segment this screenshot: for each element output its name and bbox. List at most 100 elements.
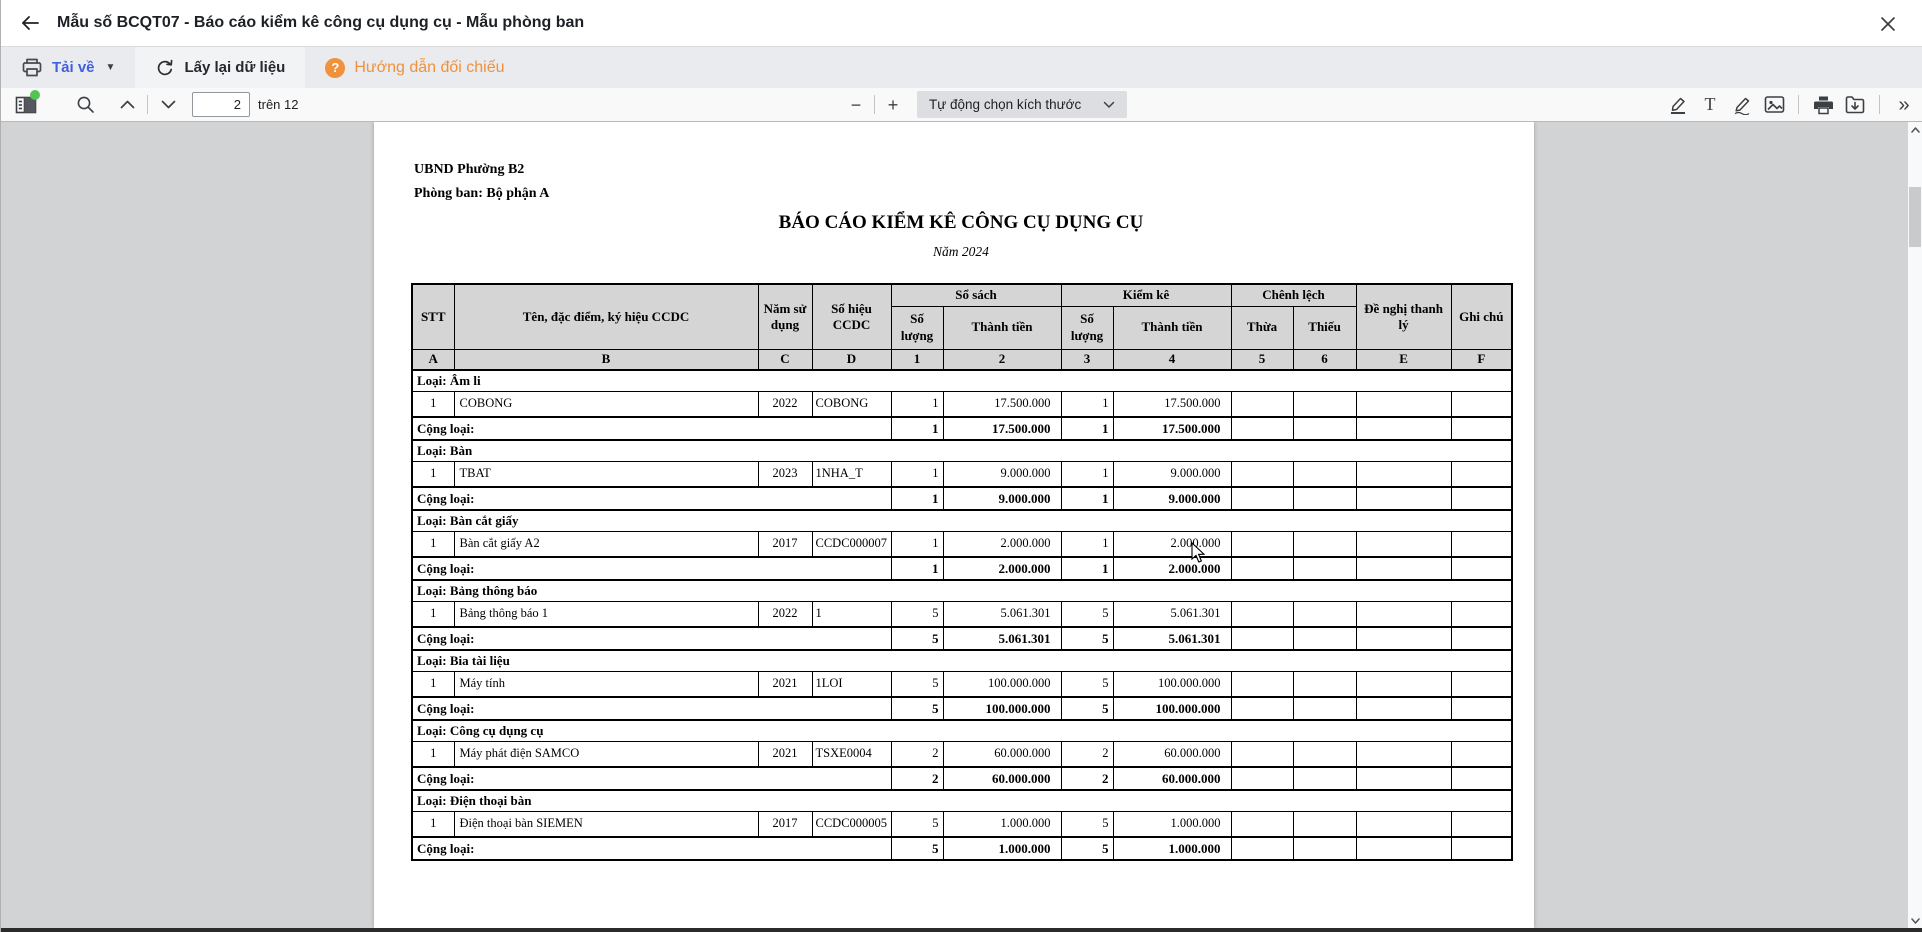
cell-amount-book: 17.500.000 — [942, 390, 1062, 418]
add-image-button[interactable] — [1760, 92, 1788, 118]
cell-qty-inventory: 5 — [1060, 670, 1114, 698]
total-liquidation — [1355, 626, 1452, 651]
item-row: 1 Điện thoại bàn SIEMEN 2017 CCDC000005 5 1.0… — [411, 810, 1513, 838]
total-liquidation — [1355, 486, 1452, 511]
refresh-data-button[interactable]: Lấy lại dữ liệu — [135, 47, 306, 88]
zoom-fit-select[interactable]: Tự động chọn kích thước — [917, 91, 1128, 118]
zoom-in-button[interactable]: + — [887, 94, 899, 115]
zoom-out-button[interactable]: − — [850, 94, 862, 115]
cell-shortage — [1292, 390, 1357, 418]
col-letter: 4 — [1112, 348, 1232, 371]
text-tool-button[interactable]: T — [1696, 92, 1724, 118]
cell-qty-book: 5 — [890, 810, 944, 838]
total-amount-inventory: 9.000.000 — [1112, 486, 1232, 511]
total-liquidation — [1355, 556, 1452, 581]
cell-shortage — [1292, 600, 1357, 628]
download-button[interactable]: Tải về ▼ — [1, 47, 135, 88]
scroll-down-button[interactable] — [1908, 913, 1922, 928]
total-qty-book: 5 — [890, 626, 944, 651]
refresh-icon — [158, 59, 173, 75]
cell-qty-book: 2 — [890, 740, 944, 768]
report-title: BÁO CÁO KIỂM KÊ CÔNG CỤ DỤNG CỤ — [778, 212, 1144, 233]
item-row: 1 Bảng thông báo 1 2022 1 5 5.061.301 5 5.061.3… — [411, 600, 1513, 628]
col-header-qty-book: Số lượng — [890, 305, 944, 350]
print-button[interactable] — [1809, 92, 1837, 118]
back-button[interactable] — [13, 6, 47, 40]
cell-surplus — [1230, 810, 1294, 838]
cell-shortage — [1292, 670, 1357, 698]
total-qty-inventory: 5 — [1060, 836, 1114, 861]
col-group-inventory: Kiểm kê — [1060, 283, 1232, 307]
search-button[interactable] — [71, 92, 99, 118]
more-tools-button[interactable]: » — [1890, 92, 1918, 118]
cell-year: 2022 — [757, 390, 813, 418]
cell-surplus — [1230, 740, 1294, 768]
toolbar-divider — [147, 95, 148, 114]
org-name: UBND Phường B2 — [414, 162, 525, 177]
reconciliation-guide-button[interactable]: ? Hướng dẫn đối chiếu — [305, 47, 524, 88]
cell-qty-inventory: 5 — [1060, 600, 1114, 628]
next-page-button[interactable] — [154, 92, 182, 118]
cell-name: COBONG — [453, 390, 759, 418]
save-download-button[interactable] — [1841, 92, 1869, 118]
total-shortage — [1292, 836, 1357, 861]
cell-stt: 1 — [411, 740, 455, 768]
draw-tool-button[interactable] — [1728, 92, 1756, 118]
scrollbar-thumb[interactable] — [1909, 187, 1921, 247]
col-header-shortage: Thiếu — [1292, 305, 1357, 350]
back-arrow-icon — [22, 16, 39, 30]
cell-name: Máy tính — [453, 670, 759, 698]
download-tray-icon — [1845, 95, 1865, 113]
col-header-qty-inv: Số lượng — [1060, 305, 1114, 350]
printer-icon — [22, 58, 42, 77]
previous-page-button[interactable] — [113, 92, 141, 118]
toggle-sidebar-button[interactable] — [11, 89, 41, 118]
page-title: Mẫu số BCQT07 - Báo cáo kiểm kê công cụ … — [57, 14, 585, 31]
cell-amount-book: 5.061.301 — [942, 600, 1062, 628]
cell-amount-inventory: 60.000.000 — [1112, 740, 1232, 768]
category-row: Loại: Bảng thông báo — [411, 579, 1513, 602]
total-amount-inventory: 2.000.000 — [1112, 556, 1232, 581]
cell-amount-inventory: 9.000.000 — [1112, 460, 1232, 488]
total-qty-book: 1 — [890, 486, 944, 511]
close-button[interactable] — [1872, 8, 1904, 40]
cell-note — [1450, 600, 1513, 628]
total-note — [1450, 766, 1513, 791]
page-count-label: trên 12 — [258, 97, 299, 112]
highlight-tool-button[interactable] — [1664, 92, 1692, 118]
total-note — [1450, 556, 1513, 581]
total-qty-inventory: 1 — [1060, 416, 1114, 441]
category-row: Loại: Công cụ dụng cụ — [411, 719, 1513, 742]
cell-amount-inventory: 2.000.000 — [1112, 530, 1232, 558]
page-number-input[interactable] — [192, 92, 250, 117]
title-bar: Mẫu số BCQT07 - Báo cáo kiểm kê công cụ … — [1, 0, 1922, 47]
cell-qty-inventory: 1 — [1060, 460, 1114, 488]
total-amount-book: 100.000.000 — [942, 696, 1062, 721]
scroll-up-button[interactable] — [1908, 122, 1922, 137]
total-liquidation — [1355, 416, 1452, 441]
cell-qty-book: 5 — [890, 600, 944, 628]
col-letter: B — [453, 348, 759, 371]
total-qty-book: 1 — [890, 416, 944, 441]
cell-code: 1LOI — [811, 670, 892, 698]
total-label: Cộng loại: — [411, 696, 892, 721]
cell-surplus — [1230, 670, 1294, 698]
table-header: STT Tên, đặc điểm, ký hiệu CCDC Năm sử d… — [411, 283, 1513, 371]
highlighter-icon — [1671, 97, 1685, 114]
chevron-down-icon — [161, 100, 175, 109]
total-shortage — [1292, 416, 1357, 441]
cell-liquidation — [1355, 460, 1452, 488]
pdf-toolbar-right: T » — [1664, 88, 1918, 121]
vertical-scrollbar[interactable] — [1908, 122, 1922, 928]
cell-qty-inventory: 1 — [1060, 390, 1114, 418]
total-label: Cộng loại: — [411, 486, 892, 511]
total-amount-book: 9.000.000 — [942, 486, 1062, 511]
total-surplus — [1230, 696, 1294, 721]
total-amount-book: 2.000.000 — [942, 556, 1062, 581]
total-liquidation — [1355, 696, 1452, 721]
inventory-table: STT Tên, đặc điểm, ký hiệu CCDC Năm sử d… — [411, 283, 1514, 861]
total-surplus — [1230, 486, 1294, 511]
total-qty-book: 5 — [890, 836, 944, 861]
cell-qty-inventory: 2 — [1060, 740, 1114, 768]
pdf-toolbar: trên 12 − + Tự động chọn kích thước T — [1, 88, 1922, 122]
